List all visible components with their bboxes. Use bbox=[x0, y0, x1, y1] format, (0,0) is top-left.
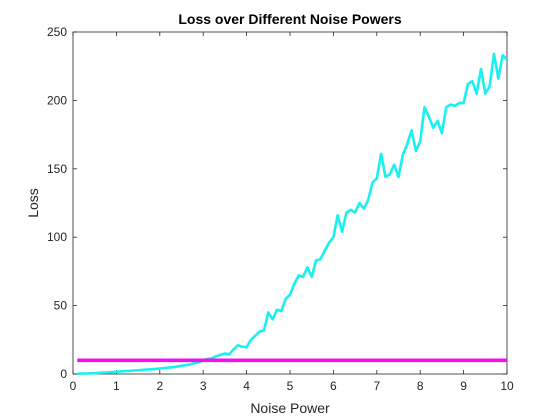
x-tick-label: 1 bbox=[113, 379, 120, 393]
x-axis-label: Noise Power bbox=[250, 400, 330, 416]
y-tick-label: 150 bbox=[47, 162, 67, 176]
chart-title: Loss over Different Noise Powers bbox=[178, 11, 402, 27]
x-tick-label: 5 bbox=[287, 379, 294, 393]
x-tick-label: 0 bbox=[70, 379, 77, 393]
x-tick-label: 9 bbox=[460, 379, 467, 393]
x-tick-label: 4 bbox=[243, 379, 250, 393]
y-tick-label: 100 bbox=[47, 230, 67, 244]
axes-box bbox=[72, 31, 508, 375]
x-tick-label: 8 bbox=[417, 379, 424, 393]
loss-series-line bbox=[77, 52, 508, 375]
x-tick-label: 7 bbox=[373, 379, 380, 393]
y-axis-label: Loss bbox=[25, 188, 41, 218]
y-tick-label: 250 bbox=[47, 25, 67, 39]
x-tick-label: 3 bbox=[200, 379, 207, 393]
x-tick-label: 6 bbox=[330, 379, 337, 393]
x-tick-label: 2 bbox=[156, 379, 163, 393]
x-tick-label: 10 bbox=[500, 379, 514, 393]
y-tick-label: 200 bbox=[47, 93, 67, 107]
y-tick-label: 50 bbox=[54, 299, 68, 313]
y-tick-label: 0 bbox=[60, 367, 67, 381]
